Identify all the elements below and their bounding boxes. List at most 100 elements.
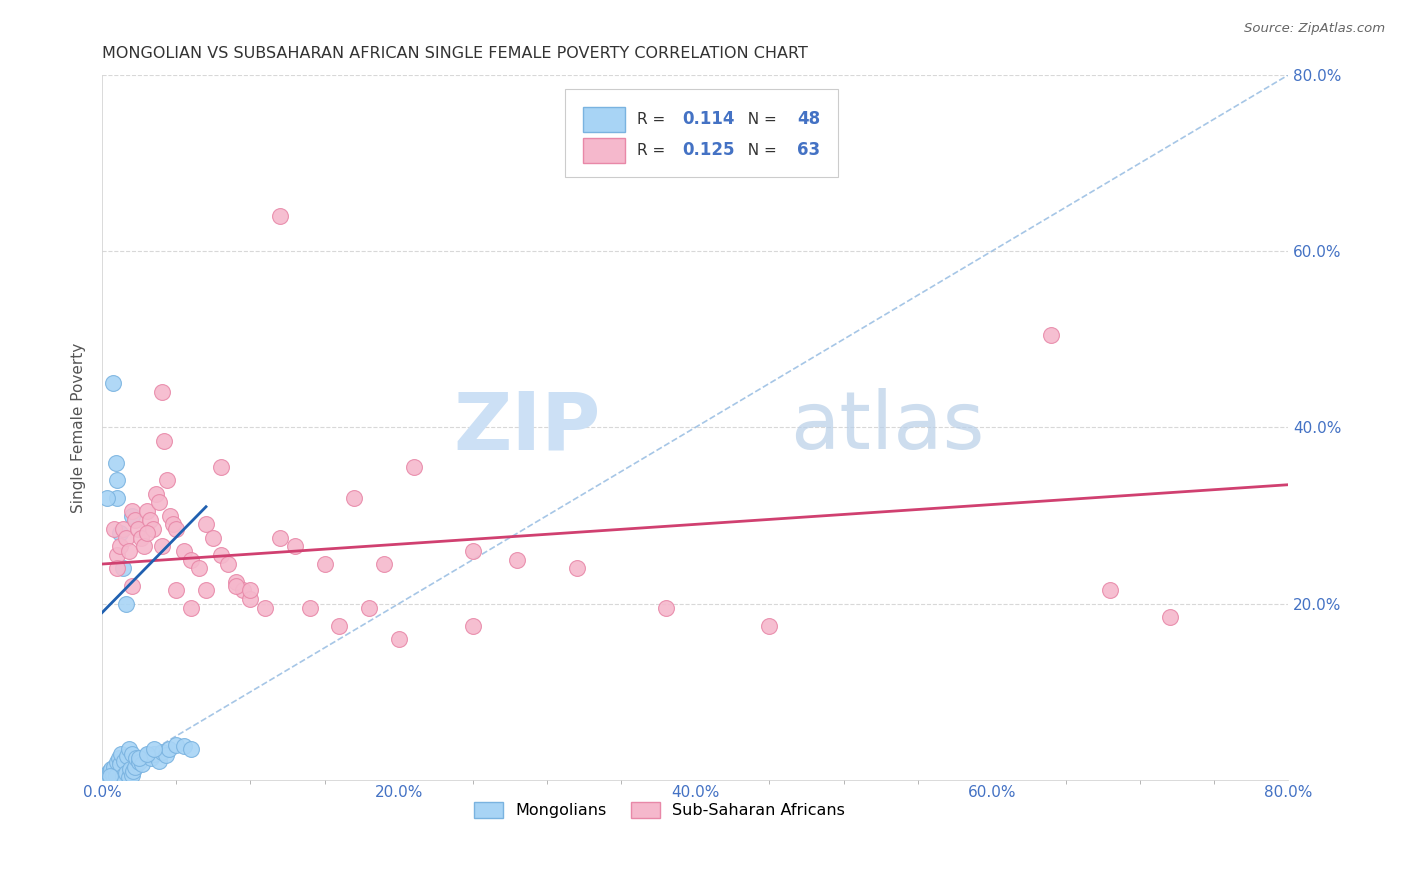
Point — [148, 495, 170, 509]
Text: R =: R = — [637, 112, 671, 127]
Point — [202, 531, 225, 545]
Point — [121, 508, 143, 523]
Point — [402, 460, 425, 475]
Text: 48: 48 — [797, 111, 821, 128]
Point — [128, 756, 150, 770]
Point — [142, 522, 165, 536]
Point — [157, 742, 180, 756]
Point — [156, 473, 179, 487]
Point — [373, 557, 395, 571]
Point — [122, 764, 145, 779]
Point — [328, 618, 350, 632]
Point — [148, 754, 170, 768]
Point — [127, 522, 149, 536]
Point — [143, 742, 166, 756]
Text: 0.114: 0.114 — [682, 111, 735, 128]
Point — [187, 561, 209, 575]
Point — [758, 618, 780, 632]
Point — [654, 601, 676, 615]
Point — [180, 601, 202, 615]
Point — [180, 552, 202, 566]
Point — [104, 769, 127, 783]
Point — [111, 768, 134, 782]
Point — [132, 540, 155, 554]
Point — [125, 751, 148, 765]
Point — [105, 491, 128, 505]
Point — [150, 745, 173, 759]
Point — [232, 583, 254, 598]
Point — [461, 543, 484, 558]
Point — [195, 583, 218, 598]
Point — [314, 557, 336, 571]
Point — [269, 209, 291, 223]
Point — [128, 751, 150, 765]
Point — [118, 543, 141, 558]
Point — [343, 491, 366, 505]
Point — [100, 763, 122, 777]
Point — [165, 738, 187, 752]
Point — [97, 765, 120, 780]
Point — [101, 767, 124, 781]
Point — [225, 579, 247, 593]
FancyBboxPatch shape — [582, 107, 626, 132]
Point — [162, 517, 184, 532]
Point — [96, 768, 118, 782]
Point — [115, 597, 138, 611]
Point — [96, 491, 118, 505]
Point — [120, 763, 142, 777]
Point — [105, 756, 128, 770]
Point — [1040, 327, 1063, 342]
Point — [108, 526, 131, 541]
Point — [121, 504, 143, 518]
Point — [239, 592, 262, 607]
Point — [239, 583, 262, 598]
Point — [138, 513, 160, 527]
Point — [195, 517, 218, 532]
Point — [104, 456, 127, 470]
Point — [225, 574, 247, 589]
Point — [284, 540, 307, 554]
Point — [117, 749, 139, 764]
Point — [118, 770, 141, 784]
Point — [155, 748, 177, 763]
Point — [1099, 583, 1122, 598]
Point — [110, 747, 132, 761]
Point — [129, 531, 152, 545]
Point — [209, 548, 232, 562]
Point — [173, 739, 195, 754]
Text: atlas: atlas — [790, 388, 984, 467]
Text: 63: 63 — [797, 141, 821, 160]
Point — [108, 540, 131, 554]
Point — [103, 760, 125, 774]
Text: 0.125: 0.125 — [682, 141, 735, 160]
Point — [165, 583, 187, 598]
Point — [159, 508, 181, 523]
Point — [98, 768, 121, 782]
Point — [139, 751, 162, 765]
FancyBboxPatch shape — [565, 89, 838, 178]
Point — [111, 522, 134, 536]
Text: MONGOLIAN VS SUBSAHARAN AFRICAN SINGLE FEMALE POVERTY CORRELATION CHART: MONGOLIAN VS SUBSAHARAN AFRICAN SINGLE F… — [103, 46, 808, 62]
Point — [108, 757, 131, 772]
Text: Source: ZipAtlas.com: Source: ZipAtlas.com — [1244, 22, 1385, 36]
Point — [121, 747, 143, 761]
Point — [115, 765, 138, 780]
Text: R =: R = — [637, 143, 671, 158]
Point — [145, 486, 167, 500]
Point — [105, 561, 128, 575]
Point — [565, 561, 588, 575]
Point — [98, 764, 121, 779]
Point — [135, 748, 157, 763]
Point — [359, 601, 381, 615]
FancyBboxPatch shape — [582, 137, 626, 163]
Point — [105, 548, 128, 562]
Point — [124, 760, 146, 774]
Point — [111, 561, 134, 575]
Point — [101, 376, 124, 391]
Point — [103, 522, 125, 536]
Point — [217, 557, 239, 571]
Point — [388, 632, 411, 646]
Point — [105, 473, 128, 487]
Point — [298, 601, 321, 615]
Point — [143, 747, 166, 761]
